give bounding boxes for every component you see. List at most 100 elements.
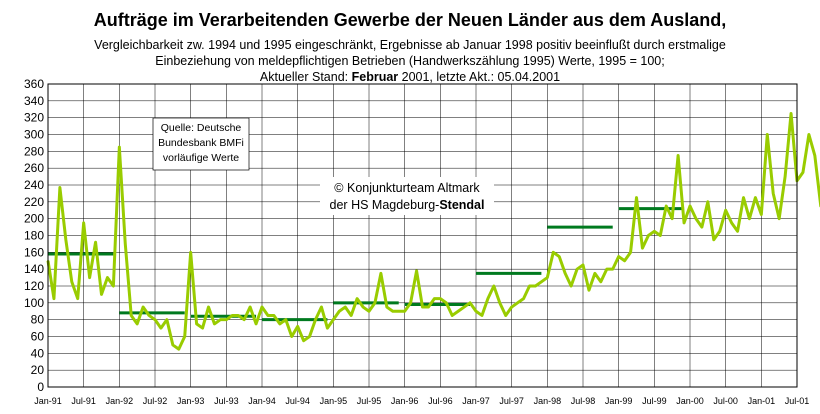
subtitle-line-2: Einbeziehung von meldepflichtigen Betrie… (155, 54, 665, 68)
status-month: Februar (351, 70, 399, 84)
data-point (570, 285, 573, 287)
data-point (671, 217, 674, 220)
source-box (152, 117, 250, 171)
copyright-bold: Stendal (439, 198, 484, 212)
data-point (53, 297, 55, 300)
data-point (784, 175, 787, 178)
data-point (278, 322, 281, 325)
y-tick-label: 0 (37, 380, 44, 394)
data-point (70, 280, 73, 283)
data-point (766, 133, 769, 136)
data-point (689, 205, 691, 207)
data-point (249, 306, 252, 308)
chart-title: Aufträge im Verarbeitenden Gewerbe der N… (93, 10, 727, 30)
data-point (267, 314, 269, 317)
data-point (415, 269, 418, 272)
data-point (790, 112, 792, 115)
data-point (641, 247, 644, 250)
y-tick-label: 40 (31, 346, 45, 360)
data-point (255, 322, 257, 325)
series-line (46, 111, 820, 351)
data-point (82, 221, 85, 224)
data-point (356, 297, 359, 300)
x-tick-label: Jan-94 (248, 396, 276, 406)
y-tick-label: 340 (24, 94, 44, 108)
y-tick-label: 100 (24, 296, 44, 310)
data-point (142, 306, 145, 308)
data-point (225, 318, 228, 321)
data-point (338, 310, 341, 313)
x-tick-label: Jul-91 (71, 396, 96, 406)
data-point (112, 285, 115, 287)
data-point (629, 251, 632, 254)
subtitle-line-3: Aktueller Stand: Februar 2001, letzte Ak… (0, 70, 820, 84)
data-point (534, 285, 537, 287)
data-point (350, 314, 353, 317)
data-point (397, 310, 400, 313)
subtitle-line-1: Vergleichbarkeit zw. 1994 und 1995 einge… (94, 38, 726, 52)
data-point (118, 146, 121, 149)
x-tick-label: Jan-96 (391, 396, 419, 406)
x-tick-label: Jul-99 (642, 396, 667, 406)
y-tick-label: 160 (24, 245, 44, 259)
data-point (189, 251, 192, 254)
source-line-1: Quelle: Deutsche (161, 122, 242, 134)
data-point (219, 318, 222, 321)
data-point (546, 276, 549, 279)
y-tick-label: 300 (24, 128, 44, 142)
data-point (516, 301, 519, 304)
data-point (742, 196, 745, 199)
y-tick-label: 260 (24, 161, 44, 175)
data-point (498, 301, 501, 304)
data-point (582, 264, 584, 266)
x-tick-label: Jul-00 (713, 396, 738, 406)
data-point (522, 297, 525, 300)
data-point (510, 306, 513, 308)
data-point (58, 186, 61, 189)
data-point (160, 327, 162, 329)
data-point (231, 314, 234, 317)
y-tick-label: 140 (24, 262, 44, 276)
data-point (124, 243, 127, 245)
data-point (391, 310, 394, 313)
data-point (492, 285, 495, 287)
data-point (647, 234, 650, 237)
x-tick-label: Jan-98 (534, 396, 562, 406)
data-point (712, 238, 715, 241)
copyright-line-2: der HS Magdeburg-Stendal (330, 198, 485, 212)
data-point (148, 314, 150, 317)
grid-lines (47, 83, 798, 388)
y-tick-label: 240 (24, 178, 44, 192)
x-tick-label: Jul-01 (785, 396, 810, 406)
copyright-line-1: © Konjunkturteam Altmark (334, 181, 480, 195)
data-point (486, 297, 489, 300)
data-point (106, 276, 109, 279)
data-point (326, 327, 329, 329)
y-tick-label: 180 (24, 229, 44, 243)
data-point (588, 289, 590, 292)
data-point (593, 272, 596, 275)
x-tick-label: Jan-95 (320, 396, 348, 406)
y-tick-label: 200 (24, 212, 44, 226)
data-point (718, 230, 721, 233)
x-tick-label: Jul-96 (428, 396, 453, 406)
y-tick-label: 360 (24, 77, 44, 91)
x-tick-label: Jan-01 (748, 396, 776, 406)
data-point (677, 154, 680, 157)
plot-frame (47, 83, 798, 388)
data-point (165, 318, 168, 321)
data-point (605, 268, 608, 271)
y-tick-label: 60 (31, 330, 45, 344)
data-point (504, 314, 507, 317)
data-point (100, 293, 103, 296)
data-point (374, 301, 376, 304)
x-tick-label: Jan-99 (605, 396, 633, 406)
data-point (290, 335, 293, 338)
y-tick-label: 220 (24, 195, 44, 209)
data-point (368, 310, 370, 313)
data-point (421, 306, 424, 308)
x-tick-label: Jan-92 (106, 396, 134, 406)
data-point (314, 318, 317, 321)
data-point (469, 301, 471, 304)
